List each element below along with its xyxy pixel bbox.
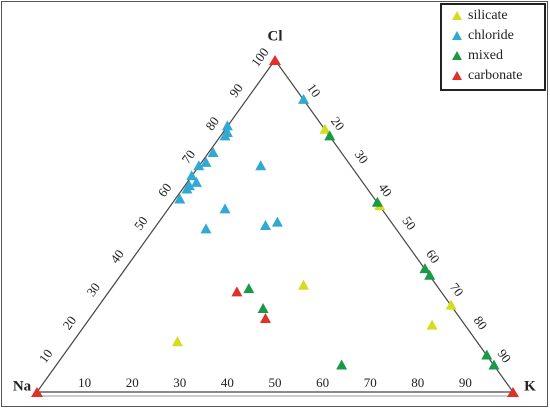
left-tick-label: 70 xyxy=(178,147,198,166)
point xyxy=(231,286,243,297)
point xyxy=(371,196,383,207)
left-tick-label: 30 xyxy=(83,280,103,299)
bottom-tick-label: 20 xyxy=(126,375,139,390)
point xyxy=(219,203,231,214)
point xyxy=(193,160,205,171)
point xyxy=(255,160,267,171)
point xyxy=(319,123,331,134)
point xyxy=(174,193,186,204)
left-tick-label: 80 xyxy=(202,114,222,133)
legend-label: chloride xyxy=(468,28,514,43)
vertex-label: K xyxy=(524,378,536,394)
point xyxy=(219,130,231,141)
left-tick-label: 90 xyxy=(226,81,246,100)
legend-swatch xyxy=(452,51,462,60)
point xyxy=(298,93,310,104)
point xyxy=(426,319,438,330)
point xyxy=(298,279,310,290)
bottom-tick-label: 30 xyxy=(173,375,186,390)
legend-swatch xyxy=(452,11,462,20)
legend-swatch xyxy=(452,71,462,80)
vertex-marker xyxy=(269,55,281,65)
point xyxy=(259,220,271,230)
point xyxy=(200,223,212,234)
point xyxy=(243,283,255,294)
bottom-tick-label: 10 xyxy=(78,375,91,390)
left-tick-label: 40 xyxy=(107,247,127,266)
legend-label: carbonate xyxy=(468,68,522,83)
right-tick-label: 20 xyxy=(328,114,348,133)
point xyxy=(181,183,193,194)
vertex-marker xyxy=(31,387,43,397)
point xyxy=(481,349,493,360)
right-tick-label: 40 xyxy=(376,180,396,199)
point xyxy=(445,299,457,310)
legend-label: silicate xyxy=(468,8,508,23)
bottom-tick-label: 60 xyxy=(316,375,329,390)
right-tick-label: 60 xyxy=(423,247,443,266)
point xyxy=(221,120,233,131)
point xyxy=(171,336,183,347)
vertex-marker xyxy=(507,387,519,397)
point xyxy=(257,303,269,313)
bottom-tick-label: 80 xyxy=(411,375,424,390)
point xyxy=(186,170,198,181)
vertex-label: Cl xyxy=(268,28,283,44)
bottom-tick-label: 50 xyxy=(269,375,282,390)
point xyxy=(271,216,283,227)
point xyxy=(419,263,431,274)
bottom-tick-label: 40 xyxy=(221,375,234,390)
left-tick-label: 100 xyxy=(248,45,272,70)
left-tick-label: 60 xyxy=(155,180,175,199)
triangle xyxy=(35,58,515,393)
point xyxy=(488,359,500,370)
right-tick-label: 90 xyxy=(495,346,515,365)
point xyxy=(324,130,336,141)
point xyxy=(207,146,219,157)
point xyxy=(424,269,436,280)
left-tick-label: 10 xyxy=(36,346,56,365)
legend-swatch xyxy=(452,31,462,40)
bottom-tick-label: 90 xyxy=(459,375,472,390)
right-tick-label: 10 xyxy=(304,81,324,100)
right-tick-label: 80 xyxy=(471,313,491,332)
right-tick-label: 50 xyxy=(399,213,419,232)
left-tick-label: 50 xyxy=(131,213,151,232)
bottom-tick-label: 70 xyxy=(364,375,377,390)
legend-label: mixed xyxy=(468,48,503,63)
left-tick-label: 20 xyxy=(59,313,79,332)
point xyxy=(200,156,212,167)
vertex-label: Na xyxy=(13,378,32,394)
point xyxy=(190,176,202,187)
point xyxy=(336,359,348,370)
right-tick-label: 70 xyxy=(447,280,467,299)
point xyxy=(259,312,271,323)
right-tick-label: 30 xyxy=(352,147,372,166)
